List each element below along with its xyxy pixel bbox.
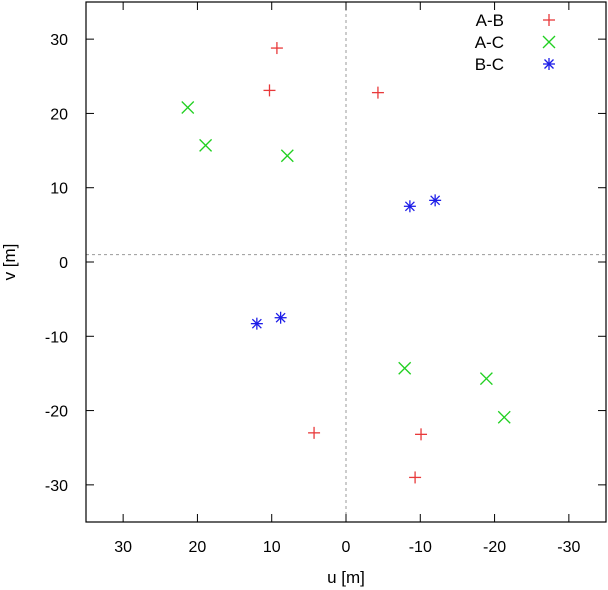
y-axis-ticks: -30 -20 -10 0 10 20 30 [45, 32, 606, 495]
x-tick-label: 0 [342, 539, 351, 556]
x-tick-label: -20 [483, 539, 506, 556]
legend-label: A-B [476, 11, 504, 30]
data-point-b-c [429, 194, 442, 207]
data-point-b-c [274, 311, 287, 324]
data-point-a-c [398, 361, 412, 375]
data-point-a-b [308, 426, 321, 439]
legend-marker-a-b [543, 14, 555, 26]
y-tick-label: 20 [50, 106, 68, 123]
data-point-a-b [270, 42, 283, 55]
x-tick-label: 30 [114, 539, 132, 556]
data-point-a-c [280, 149, 294, 163]
data-point-a-c [497, 410, 511, 424]
legend: A-B A-C B-C [475, 11, 556, 74]
data-point-a-b [409, 471, 422, 484]
y-tick-label: 30 [50, 32, 68, 49]
x-axis-ticks: 30 20 10 0 -10 -20 -30 [114, 2, 581, 556]
x-tick-label: -10 [409, 539, 432, 556]
data-point-b-c [250, 317, 263, 330]
legend-marker-b-c [543, 58, 555, 70]
x-tick-label: -30 [557, 539, 580, 556]
y-tick-label: 10 [50, 181, 68, 198]
x-axis-title: u [m] [327, 568, 365, 587]
legend-label: A-C [475, 33, 504, 52]
y-tick-label: -10 [45, 329, 68, 346]
legend-label: B-C [475, 55, 504, 74]
data-point-a-b [415, 428, 428, 441]
legend-marker-a-c [542, 35, 556, 49]
y-tick-label: -20 [45, 404, 68, 421]
data-point-a-b [263, 84, 276, 97]
data-point-b-c [403, 200, 416, 213]
y-tick-label: -30 [45, 478, 68, 495]
x-tick-label: 20 [189, 539, 207, 556]
x-tick-label: 10 [263, 539, 281, 556]
series-a-b [263, 42, 428, 484]
data-point-a-c [181, 101, 195, 114]
series-a-c [181, 101, 511, 424]
y-tick-label: 0 [59, 255, 68, 272]
y-axis-title: v [m] [0, 244, 19, 281]
data-point-a-c [479, 372, 493, 386]
data-point-a-c [199, 138, 213, 152]
series-b-c [250, 194, 442, 330]
data-point-a-b [371, 86, 384, 99]
